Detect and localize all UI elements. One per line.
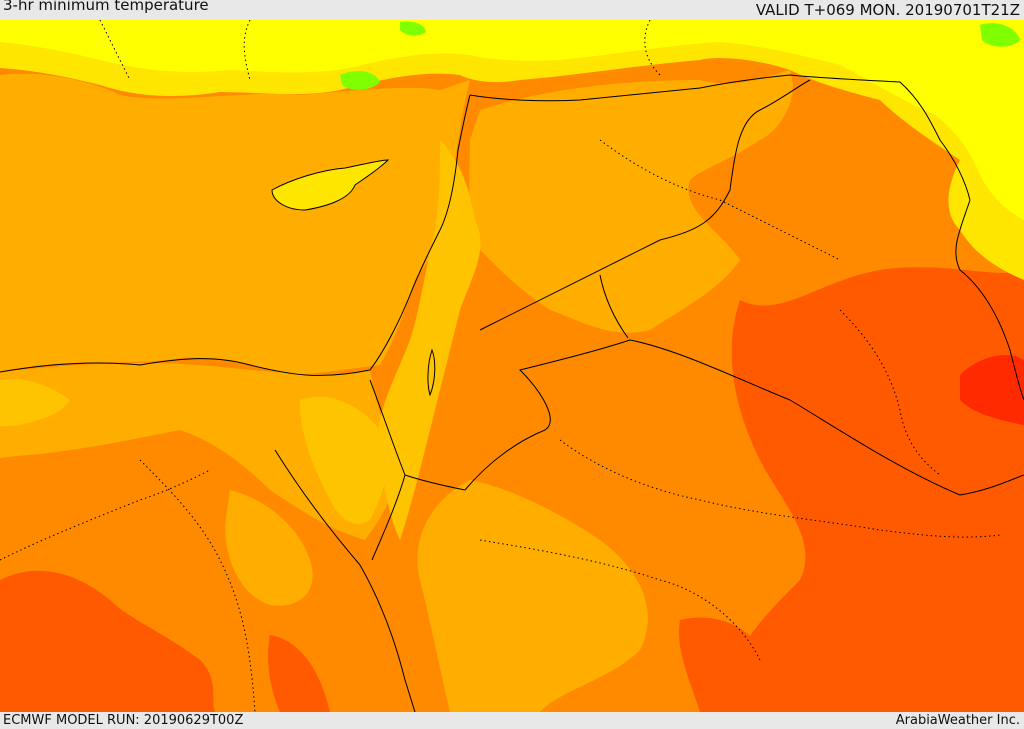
admin-boundary-1 (559, 439, 1001, 538)
iran-iraq-border (955, 199, 1024, 401)
admin-boundary-7 (839, 309, 941, 476)
admin-boundary-6 (99, 20, 661, 81)
mild-zone-north-coast (0, 378, 70, 426)
credit: ArabiaWeather Inc. (895, 713, 1020, 728)
amber-zone-north-egypt (0, 362, 396, 540)
mediterranean-coastline (0, 94, 471, 376)
hottest-zone (960, 355, 1024, 425)
map-header: 3-hr minimum temperature VALID T+069 MON… (0, 0, 1024, 20)
coolest-spot-2 (340, 70, 380, 90)
gulf-of-aqaba (371, 474, 406, 561)
amber-zone-syria (469, 70, 793, 333)
temperature-map (0, 20, 1024, 712)
amber-zone-saudi-west (417, 480, 648, 712)
hot-zone-saudi-south (679, 617, 775, 712)
cyprus-island (271, 159, 390, 211)
admin-boundary-5 (599, 139, 841, 261)
admin-boundary-4 (0, 469, 211, 561)
cool-zone-north (0, 20, 1024, 280)
sinai-border (369, 379, 466, 491)
cooler-zone-north (0, 20, 1024, 220)
coolest-spot-3 (400, 21, 426, 36)
mediterranean-sea (0, 73, 470, 376)
mild-zone-levant (377, 140, 481, 540)
suez-coast (274, 449, 416, 712)
amber-zone-egypt-west (225, 490, 313, 606)
temperature-map-svg (0, 20, 1024, 712)
valid-time: VALID T+069 MON. 20190701T21Z (755, 1, 1020, 19)
admin-boundary-3 (139, 459, 256, 712)
saudi-jordan-border (464, 339, 1024, 496)
turkey-border (469, 74, 971, 201)
map-footer: ECMWF MODEL RUN: 20190629T00Z ArabiaWeat… (0, 712, 1024, 729)
iraq-syria-border (479, 79, 811, 331)
coolest-spot-1 (980, 23, 1020, 47)
hot-zone-iraq-gulf (728, 267, 1024, 712)
hot-zone-red-sea-coast (268, 635, 330, 712)
jordan-iraq-border (599, 274, 629, 339)
model-run: ECMWF MODEL RUN: 20190629T00Z (3, 713, 244, 728)
mild-zone-sinai (300, 396, 388, 524)
dead-sea (427, 348, 436, 397)
hot-zone-egypt-south (0, 570, 215, 712)
map-title: 3-hr minimum temperature (3, 0, 209, 14)
